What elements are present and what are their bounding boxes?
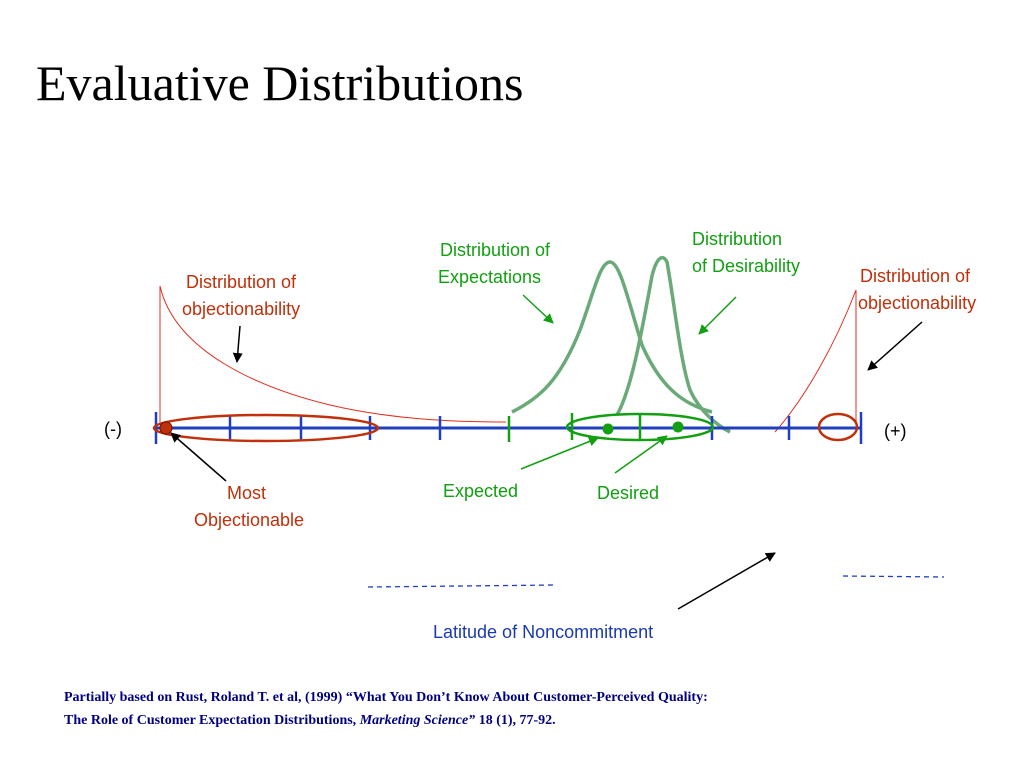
objectionable-range-ellipse-right bbox=[817, 412, 859, 442]
citation-line-1: Partially based on Rust, Roland T. et al… bbox=[64, 690, 708, 705]
desired-label: Desired bbox=[597, 483, 659, 503]
objectionability-label-left: Distribution of objectionability bbox=[182, 272, 301, 319]
citation-line-2-text: The Role of Customer Expectation Distrib… bbox=[64, 713, 360, 728]
citation-line-2: The Role of Customer Expectation Distrib… bbox=[64, 709, 708, 732]
arrow-expected bbox=[520, 436, 599, 470]
arrow-desired bbox=[614, 435, 668, 474]
arrow-desirability bbox=[698, 296, 737, 335]
expected-point bbox=[602, 423, 614, 435]
desirability-label: Distribution of Desirability bbox=[692, 229, 800, 276]
expected-desired-ellipse bbox=[565, 412, 715, 442]
expectations-distribution-curve bbox=[511, 260, 713, 414]
arrow-objectionability-right bbox=[867, 321, 923, 371]
citation-journal: Marketing Science” bbox=[359, 713, 476, 728]
arrow-objectionability-left bbox=[232, 325, 243, 363]
citation-footnote: Partially based on Rust, Roland T. et al… bbox=[64, 686, 708, 732]
citation-line-2-end: 18 (1), 77-92. bbox=[475, 713, 556, 728]
objectionability-curve-left bbox=[159, 285, 507, 423]
axis-positive-label: (+) bbox=[884, 421, 907, 441]
objectionability-curve-right bbox=[774, 289, 857, 433]
arrow-latitude bbox=[677, 552, 776, 610]
latitude-label: Latitude of Noncommitment bbox=[433, 622, 653, 642]
expectations-label: Distribution of Expectations bbox=[438, 240, 555, 287]
axis-negative-label: (-) bbox=[104, 419, 122, 439]
arrow-most-objectionable bbox=[170, 432, 227, 482]
objectionability-label-right: Distribution of objectionability bbox=[858, 266, 976, 313]
latitude-dashed-line-right bbox=[842, 575, 945, 578]
most-objectionable-point bbox=[159, 421, 173, 435]
desirability-distribution-curve bbox=[615, 255, 731, 434]
expected-label: Expected bbox=[443, 481, 518, 501]
objectionable-range-ellipse-left bbox=[152, 413, 380, 443]
most-objectionable-label: Most Objectionable bbox=[194, 483, 304, 530]
latitude-dashed-line-left bbox=[367, 584, 557, 588]
page-title: Evaluative Distributions bbox=[36, 55, 524, 111]
desired-point bbox=[672, 421, 684, 433]
arrow-expectations bbox=[522, 294, 554, 324]
axis-ticks bbox=[154, 412, 863, 444]
